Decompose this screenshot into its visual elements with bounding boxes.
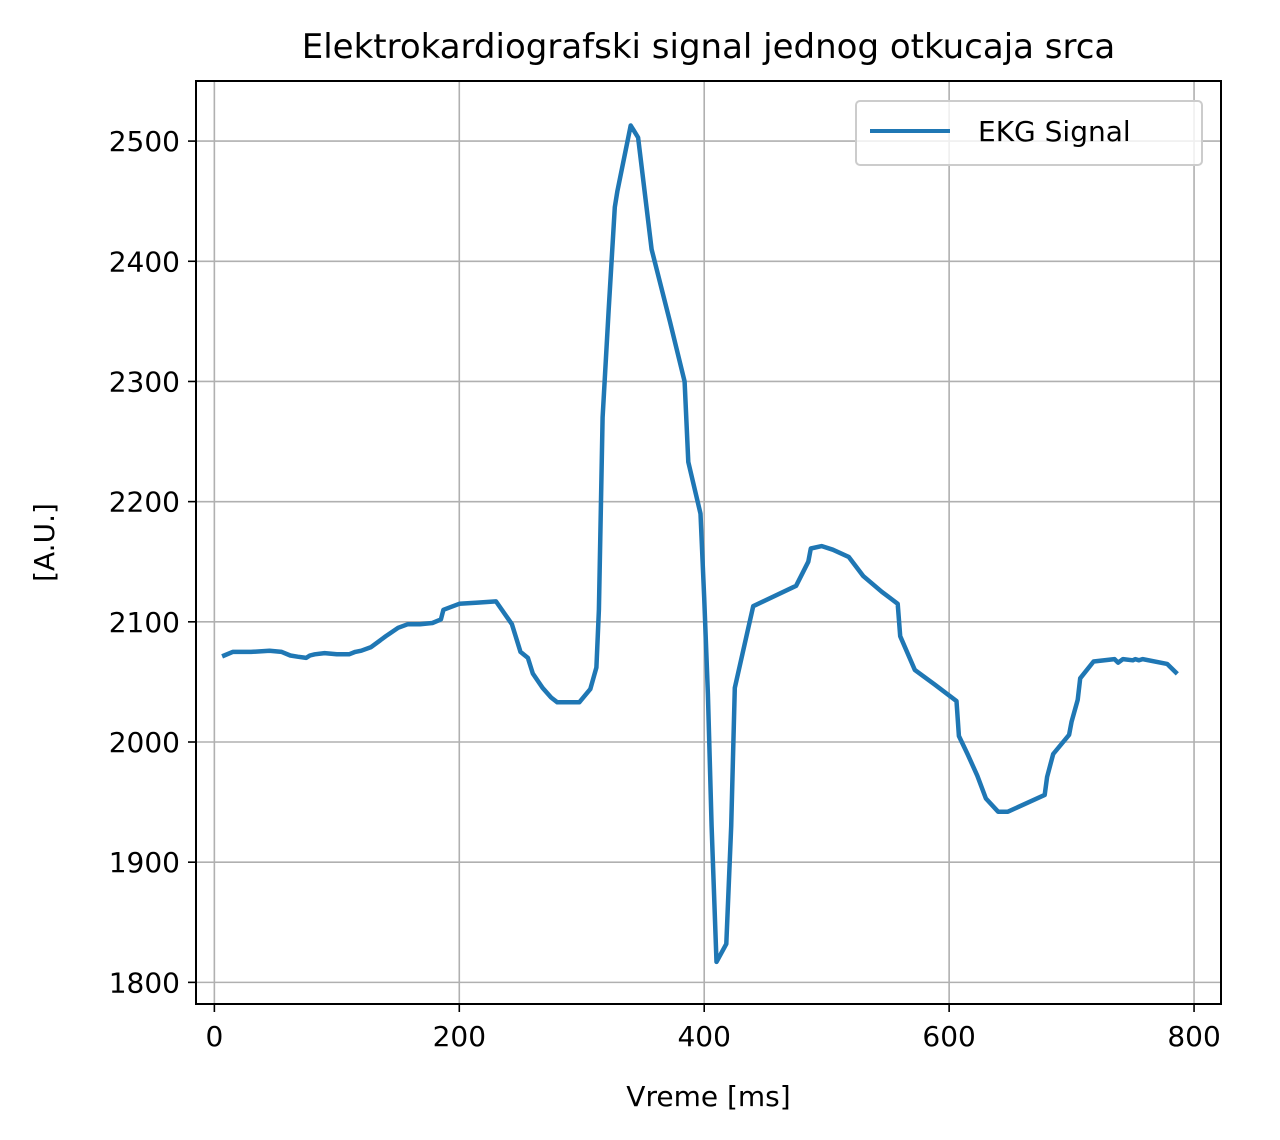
series-layer	[221, 123, 1179, 965]
x-axis-label: Vreme [ms]	[626, 1080, 790, 1113]
x-tick-label: 0	[205, 1020, 223, 1053]
y-tick-label: 2300	[109, 365, 180, 398]
x-tick-label: 600	[922, 1020, 975, 1053]
plot-frame	[195, 80, 1222, 1005]
legend: EKG Signal	[855, 100, 1203, 166]
y-tick-label: 2100	[109, 606, 180, 639]
chart-title: Elektrokardiografski signal jednog otkuc…	[302, 27, 1116, 67]
legend-box	[855, 100, 1203, 166]
y-tick-label: 2000	[109, 726, 180, 759]
series-line-ekg-signal	[221, 123, 1179, 965]
x-tick-label: 800	[1167, 1020, 1220, 1053]
x-tick-label: 400	[677, 1020, 730, 1053]
grid-lines	[196, 81, 1221, 1004]
legend-label-ekg-signal: EKG Signal	[978, 115, 1131, 148]
y-tick-label: 1900	[109, 846, 180, 879]
axis-ticks: 0 200 400 600 800 1800 1900 2000 2100 2200 2300 240…	[109, 125, 1221, 1053]
x-tick-label: 200	[433, 1020, 486, 1053]
y-tick-label: 2400	[109, 245, 180, 278]
y-tick-label: 2200	[109, 486, 180, 519]
y-axis-label: [A.U.]	[28, 503, 61, 582]
y-tick-label: 1800	[109, 966, 180, 999]
y-tick-label: 2500	[109, 125, 180, 158]
